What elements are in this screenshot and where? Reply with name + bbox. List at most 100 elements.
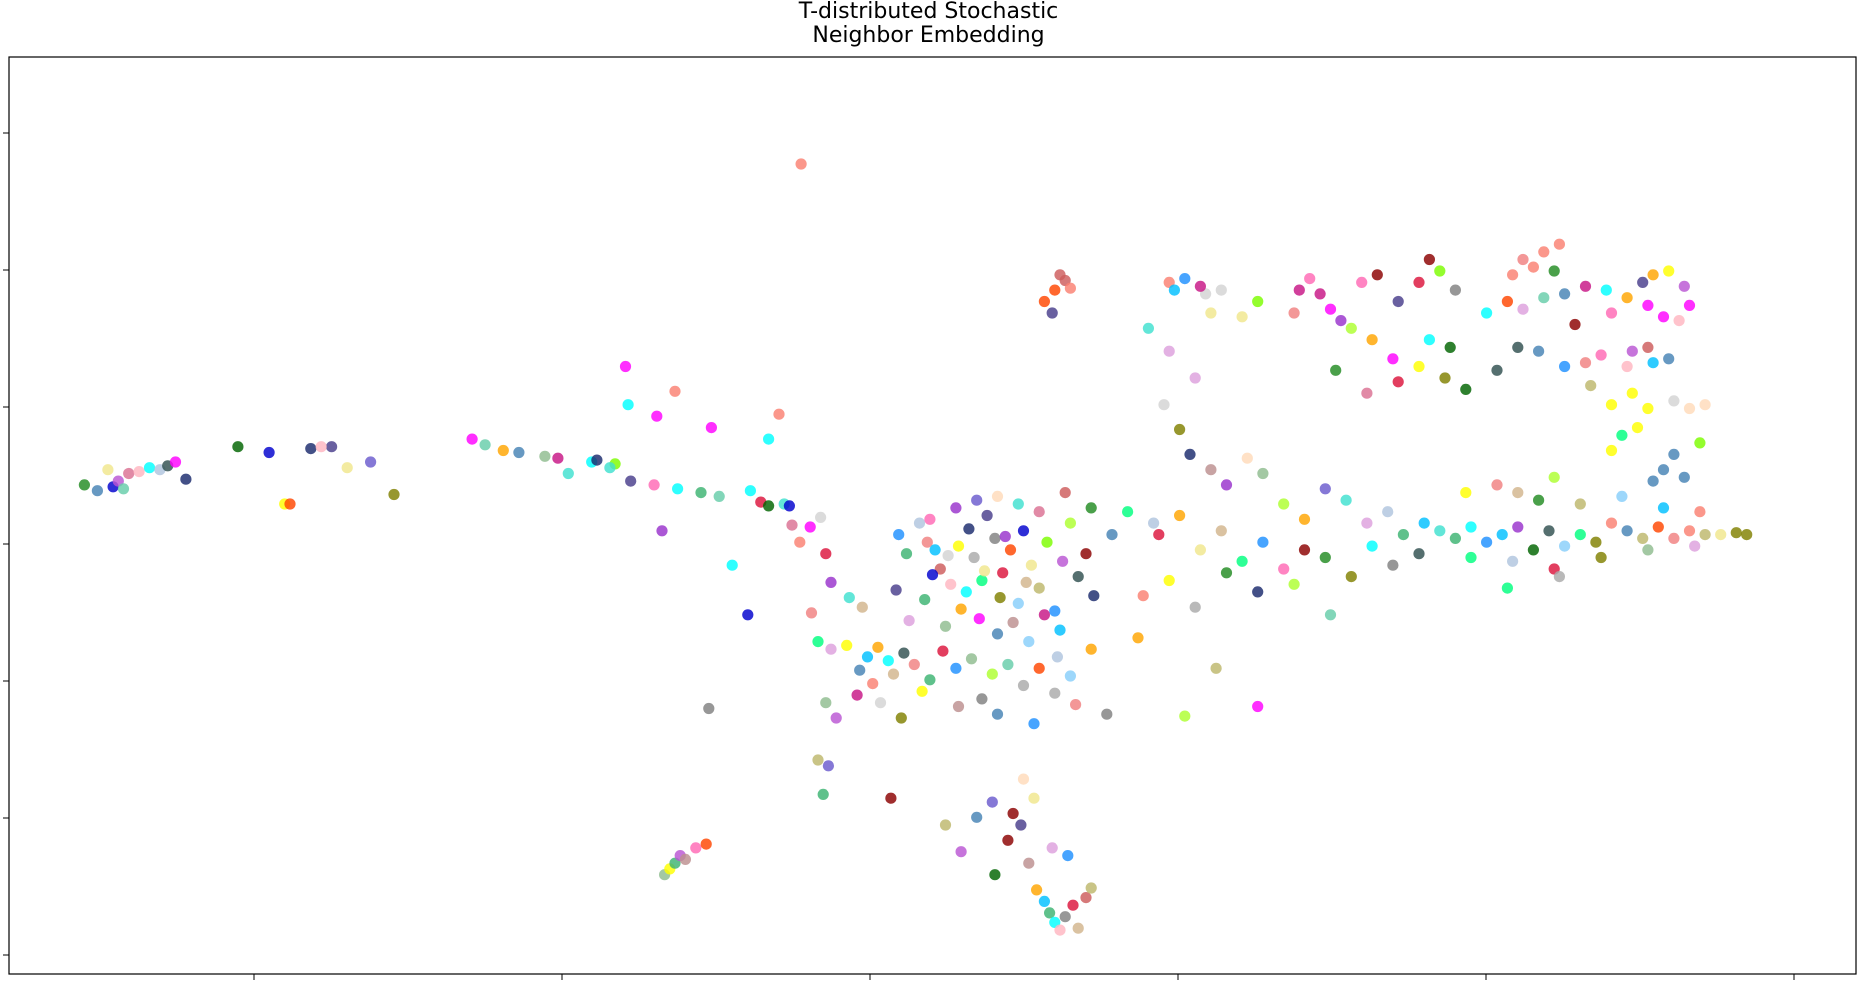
scatter-point [1049,687,1061,699]
scatter-point [1413,276,1425,288]
scatter-point [997,567,1009,579]
scatter-point [1054,624,1066,636]
scatter-point [679,853,692,866]
scatter-point [971,811,983,823]
scatter-point [1184,448,1196,460]
scatter-point [1647,357,1659,369]
scatter-point [1382,506,1394,518]
scatter-point [591,454,603,466]
scatter-point [1041,536,1053,548]
scatter-point [937,645,949,657]
scatter-point [1007,616,1019,629]
scatter-point [1335,315,1347,327]
scatter-point [786,519,798,531]
scatter-point [919,594,931,606]
scatter-point [1730,527,1742,539]
scatter-point [1605,517,1618,529]
scatter-point [1507,555,1519,567]
scatter-point [968,551,980,564]
scatter-point [1064,282,1076,294]
scatter-point [1663,265,1675,277]
scatter-point [1189,372,1201,384]
scatter-point [1137,590,1149,602]
scatter-point [1033,582,1045,594]
scatter-point [900,548,913,560]
scatter-point [763,433,775,445]
scatter-point [1059,911,1071,923]
scatter-point [851,689,863,701]
scatter-point [1600,284,1612,296]
scatter-point [1553,571,1565,583]
scatter-point [1163,574,1175,587]
scatter-point [890,584,902,596]
scatter-point [1579,357,1592,369]
scatter-point [1553,238,1565,250]
scatter-point [1070,699,1082,711]
scatter-point [978,565,991,577]
scatter-point [763,500,775,512]
scatter-point [669,385,681,397]
scatter-point [1538,246,1550,258]
scatter-point [123,467,135,480]
scatter-point [989,532,1001,545]
scatter-point [1101,708,1113,720]
scatter-point [1356,276,1368,288]
scatter-point [1533,494,1545,506]
scatter-point [1465,521,1477,533]
scatter-point [604,462,616,474]
scatter-point [991,490,1004,502]
scatter-point [263,446,275,459]
scatter-point [893,529,905,541]
scatter-point [562,467,574,480]
scatter-point [1049,284,1061,296]
scatter-point [742,609,754,621]
scatter-point [1012,498,1024,510]
scatter-point [305,443,317,455]
scatter-point [955,603,967,615]
scatter-point [1220,567,1233,579]
scatter-point [1533,345,1545,357]
scatter-point [924,513,936,525]
scatter-point [825,576,837,589]
scatter-point [773,408,785,420]
scatter-point [1033,662,1045,674]
scatter-point [1002,834,1014,846]
plot-frame [8,56,1857,975]
scatter-point [703,702,715,715]
scatter-point [921,536,933,548]
scatter-point [1491,364,1503,376]
scatter-point [1023,636,1035,648]
scatter-point [1012,597,1024,610]
scatter-point [952,700,965,713]
scatter-point [1004,544,1017,556]
scatter-point [895,712,907,724]
scatter-point [1252,586,1264,598]
scatter-point [1481,536,1493,548]
scatter-point [885,792,897,804]
scatter-point [991,628,1004,640]
scatter-point [1621,525,1633,537]
scatter-point [867,678,879,690]
scatter-point [619,360,632,373]
scatter-point [1605,399,1618,411]
scatter-point [1444,341,1456,353]
scatter-point [1049,605,1061,617]
scatter-point [672,483,684,495]
scatter-point [1699,529,1711,541]
scatter-point [1148,517,1160,529]
scatter-point [1304,273,1316,285]
scatter-point [1002,658,1014,671]
scatter-point [1215,525,1227,537]
scatter-point [1559,288,1571,300]
scatter-point [1491,479,1503,491]
scatter-point [1637,532,1649,545]
scatter-point [1595,349,1607,361]
scatter-point [1179,710,1191,722]
scatter-point [1033,506,1045,518]
scatter-point [1574,498,1586,510]
scatter-point [1142,322,1154,334]
scatter-point [1434,525,1446,537]
scatter-point [1694,437,1706,449]
scatter-point [1163,345,1175,357]
